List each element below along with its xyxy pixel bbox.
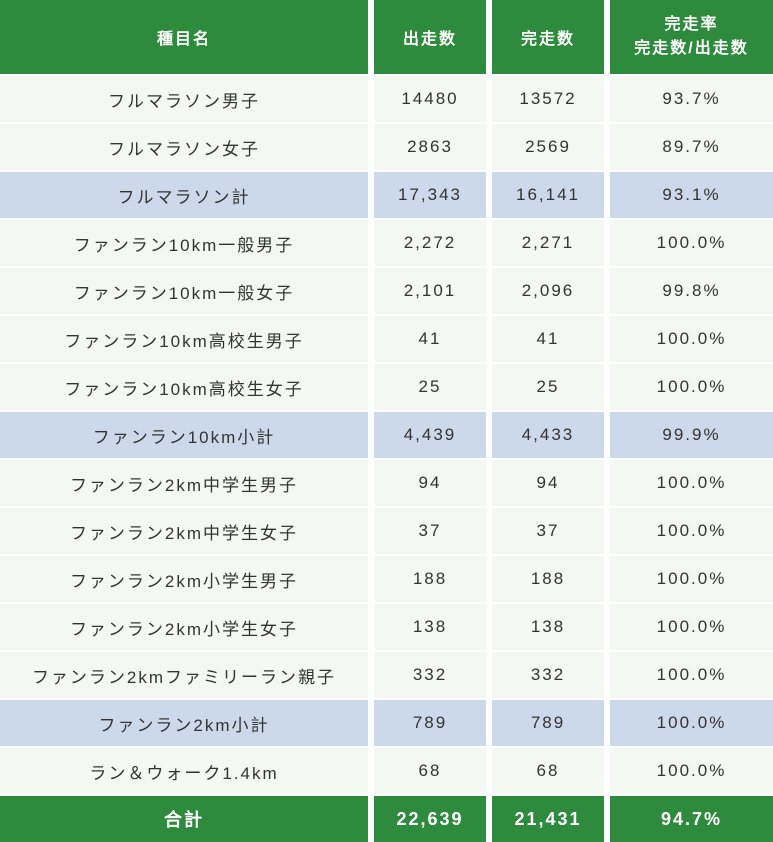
event-name-cell: ファンラン2kmファミリーラン親子 [0, 652, 368, 698]
event-name-cell: 合計 [0, 796, 368, 842]
finishers-cell: 68 [492, 748, 604, 794]
starters-cell: 138 [374, 604, 486, 650]
column-header-rate: 完走率 完走数/出走数 [610, 0, 773, 74]
rate-cell: 100.0% [610, 508, 773, 554]
event-name-cell: フルマラソン男子 [0, 76, 368, 122]
starters-cell: 22,639 [374, 796, 486, 842]
event-name-cell: ファンラン10km一般女子 [0, 268, 368, 314]
column-header-finishers: 完走数 [492, 0, 604, 74]
rate-cell: 93.1% [610, 172, 773, 218]
finishers-cell: 4,433 [492, 412, 604, 458]
finishers-cell: 37 [492, 508, 604, 554]
event-name-cell: ファンラン2km小学生女子 [0, 604, 368, 650]
event-name-cell: ファンラン10km高校生女子 [0, 364, 368, 410]
event-name-cell: ファンラン10km小計 [0, 412, 368, 458]
rate-cell: 100.0% [610, 316, 773, 362]
event-name-cell: フルマラソン計 [0, 172, 368, 218]
starters-cell: 789 [374, 700, 486, 746]
finishers-cell: 188 [492, 556, 604, 602]
starters-cell: 188 [374, 556, 486, 602]
event-name-cell: ラン＆ウォーク1.4km [0, 748, 368, 794]
rate-cell: 89.7% [610, 124, 773, 170]
finishers-cell: 94 [492, 460, 604, 506]
starters-cell: 2,101 [374, 268, 486, 314]
column-header-event: 種目名 [0, 0, 368, 74]
starters-cell: 68 [374, 748, 486, 794]
rate-cell: 100.0% [610, 460, 773, 506]
rate-header-line2: 完走数/出走数 [634, 40, 749, 57]
event-name-cell: ファンラン10km一般男子 [0, 220, 368, 266]
rate-cell: 93.7% [610, 76, 773, 122]
event-name-cell: ファンラン2km中学生男子 [0, 460, 368, 506]
event-name-cell: ファンラン2km中学生女子 [0, 508, 368, 554]
starters-cell: 14480 [374, 76, 486, 122]
finishers-cell: 2569 [492, 124, 604, 170]
starters-cell: 4,439 [374, 412, 486, 458]
rate-cell: 100.0% [610, 700, 773, 746]
finishers-cell: 16,141 [492, 172, 604, 218]
event-name-cell: フルマラソン女子 [0, 124, 368, 170]
event-name-cell: ファンラン2km小計 [0, 700, 368, 746]
rate-cell: 100.0% [610, 364, 773, 410]
starters-cell: 25 [374, 364, 486, 410]
column-header-starters: 出走数 [374, 0, 486, 74]
finishers-cell: 2,096 [492, 268, 604, 314]
starters-cell: 2863 [374, 124, 486, 170]
finishers-cell: 13572 [492, 76, 604, 122]
rate-cell: 100.0% [610, 556, 773, 602]
rate-cell: 100.0% [610, 748, 773, 794]
starters-cell: 37 [374, 508, 486, 554]
finishers-cell: 332 [492, 652, 604, 698]
starters-cell: 332 [374, 652, 486, 698]
rate-cell: 94.7% [610, 796, 773, 842]
finishers-cell: 789 [492, 700, 604, 746]
rate-cell: 100.0% [610, 220, 773, 266]
rate-cell: 99.8% [610, 268, 773, 314]
starters-cell: 41 [374, 316, 486, 362]
rate-cell: 100.0% [610, 652, 773, 698]
rate-header-line1: 完走率 [664, 16, 719, 33]
finishers-cell: 21,431 [492, 796, 604, 842]
starters-cell: 17,343 [374, 172, 486, 218]
finishers-cell: 25 [492, 364, 604, 410]
rate-cell: 100.0% [610, 604, 773, 650]
starters-cell: 94 [374, 460, 486, 506]
rate-cell: 99.9% [610, 412, 773, 458]
event-name-cell: ファンラン10km高校生男子 [0, 316, 368, 362]
finishers-cell: 138 [492, 604, 604, 650]
event-name-cell: ファンラン2km小学生男子 [0, 556, 368, 602]
starters-cell: 2,272 [374, 220, 486, 266]
finishers-cell: 2,271 [492, 220, 604, 266]
finishers-cell: 41 [492, 316, 604, 362]
